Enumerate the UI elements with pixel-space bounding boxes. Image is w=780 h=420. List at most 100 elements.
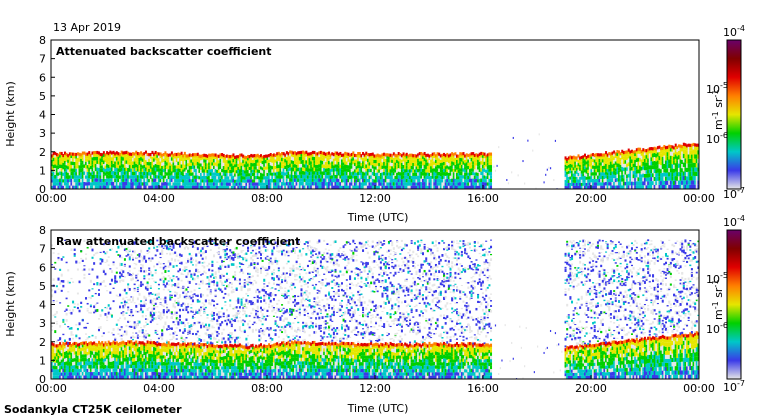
backscatter-cell [418, 168, 421, 172]
backscatter-cell [245, 158, 248, 162]
cloud-base-cell [70, 152, 73, 156]
noise-cell [517, 174, 519, 177]
backscatter-cell [477, 185, 480, 189]
backscatter-cell [475, 168, 478, 173]
backscatter-cell [397, 154, 400, 158]
backscatter-cell [605, 167, 608, 172]
backscatter-cell [447, 172, 450, 177]
backscatter-cell [130, 356, 133, 361]
backscatter-cell [88, 171, 91, 175]
backscatter-cell [574, 164, 577, 168]
cloud-base-cell [261, 155, 264, 159]
backscatter-cell [370, 182, 373, 186]
noise-cell [65, 319, 68, 322]
backscatter-cell [434, 162, 437, 167]
backscatter-cell [109, 354, 112, 359]
backscatter-cell [277, 168, 280, 172]
backscatter-cell [206, 169, 209, 173]
cloud-base-cell [345, 152, 348, 156]
noise-cell [119, 271, 122, 275]
backscatter-cell [410, 185, 413, 189]
backscatter-cell [386, 182, 389, 186]
cloud-base-cell [614, 152, 617, 156]
backscatter-cell [402, 161, 405, 165]
backscatter-cell [409, 169, 412, 173]
backscatter-cell [368, 158, 371, 163]
backscatter-cell [110, 354, 113, 359]
backscatter-cell [99, 185, 102, 189]
noise-cell [549, 167, 552, 170]
backscatter-cell [328, 167, 331, 172]
backscatter-cell [86, 372, 89, 376]
backscatter-cell [224, 157, 227, 161]
backscatter-cell [308, 178, 311, 183]
backscatter-cell [135, 349, 138, 354]
backscatter-cell [73, 344, 76, 348]
backscatter-cell [606, 155, 609, 160]
backscatter-cell [679, 167, 682, 173]
cloud-base-cell [188, 153, 191, 157]
backscatter-cell [115, 181, 118, 186]
backscatter-cell [119, 165, 122, 169]
backscatter-cell [370, 185, 373, 189]
backscatter-cell [198, 163, 201, 167]
backscatter-cell [446, 178, 449, 183]
backscatter-cell [284, 162, 287, 166]
backscatter-cell [57, 352, 60, 357]
backscatter-cell [214, 175, 217, 180]
cloud-base-cell [279, 153, 282, 157]
cloud-base-cell [363, 153, 366, 157]
cloud-base-cell [681, 145, 684, 149]
backscatter-cell [347, 161, 350, 166]
backscatter-cell [490, 182, 493, 186]
noise-cell [73, 303, 76, 305]
backscatter-cell [608, 168, 611, 172]
cloud-base-cell [112, 150, 115, 154]
backscatter-cell [269, 185, 272, 189]
backscatter-cell [355, 159, 358, 163]
backscatter-cell [598, 155, 601, 159]
backscatter-cell [285, 178, 288, 182]
backscatter-cell [480, 168, 483, 172]
backscatter-cell [174, 182, 177, 186]
backscatter-cell [54, 349, 57, 354]
backscatter-cell [117, 178, 120, 183]
backscatter-cell [349, 172, 352, 176]
backscatter-cell [460, 154, 463, 159]
backscatter-cell [156, 154, 159, 158]
backscatter-cell [166, 175, 169, 179]
backscatter-cell [595, 182, 598, 186]
backscatter-cell [614, 175, 617, 179]
backscatter-cell [671, 168, 674, 173]
noise-cell [91, 288, 94, 290]
backscatter-cell [318, 174, 321, 179]
backscatter-cell [97, 164, 100, 168]
backscatter-cell [102, 372, 105, 376]
backscatter-cell [120, 170, 123, 175]
backscatter-cell [295, 171, 298, 176]
cloud-base-cell [588, 154, 591, 158]
backscatter-cell [59, 185, 62, 189]
backscatter-cell [303, 178, 306, 182]
backscatter-cell [125, 153, 128, 157]
backscatter-cell [324, 155, 327, 159]
noise-cell [101, 281, 104, 283]
backscatter-cell [114, 161, 117, 165]
backscatter-cell [65, 185, 68, 189]
backscatter-cell [191, 182, 194, 186]
backscatter-cell [462, 178, 465, 183]
backscatter-cell [72, 175, 75, 179]
backscatter-cell [281, 161, 284, 165]
backscatter-cell [279, 162, 282, 166]
backscatter-cell [86, 178, 89, 183]
backscatter-cell [55, 366, 58, 370]
backscatter-cell [127, 167, 130, 172]
backscatter-cell [611, 185, 614, 189]
backscatter-cell [692, 149, 695, 154]
backscatter-cell [661, 176, 664, 181]
backscatter-cell [122, 167, 125, 172]
backscatter-cell [673, 156, 676, 161]
noise-cell [127, 306, 130, 309]
backscatter-cell [409, 172, 412, 176]
backscatter-cell [240, 182, 243, 186]
